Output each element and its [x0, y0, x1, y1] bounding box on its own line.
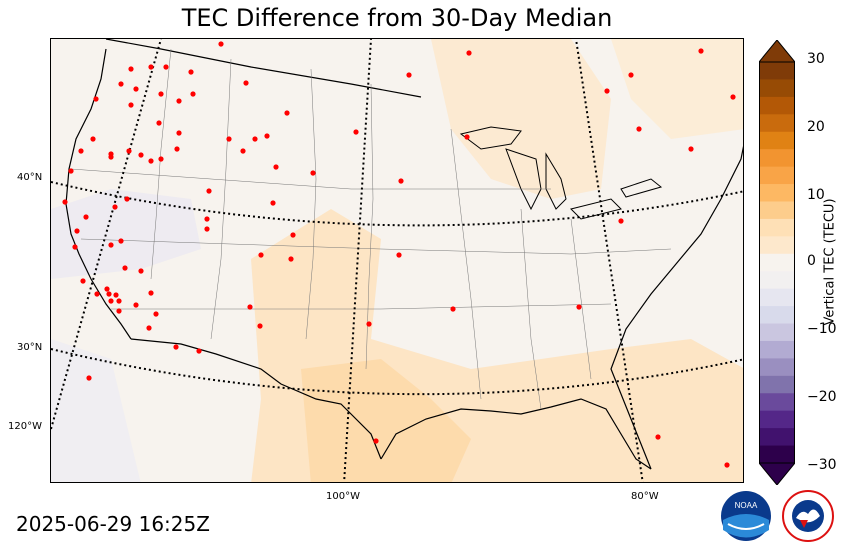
colorbar: [759, 40, 795, 485]
lat-label-40n: 40°N: [17, 172, 43, 183]
colorbar-segment: [759, 218, 795, 237]
us-mexico-border: [130, 338, 382, 460]
colorbar-tick-20: 20: [807, 119, 825, 135]
colorbar-tick-0: 0: [807, 253, 816, 269]
colorbar-min-extend: [759, 462, 795, 485]
nws-logo: [782, 490, 834, 542]
colorbar-segment: [759, 323, 795, 342]
tec-map: [50, 38, 744, 483]
colorbar-tick-neg10: −10: [807, 321, 837, 337]
colorbar-segment: [759, 375, 795, 394]
anomaly-region-northwest: [611, 39, 743, 139]
colorbar-segment: [759, 114, 795, 133]
colorbar-segment: [759, 96, 795, 115]
colorbar-segment: [759, 236, 795, 255]
east-coast: [610, 145, 743, 470]
colorbar-label: Vertical TEC (TECU): [822, 198, 838, 326]
lat-label-30n: 30°N: [17, 342, 43, 353]
lon-label-100w: 100°W: [326, 491, 360, 502]
colorbar-segment: [759, 306, 795, 325]
gulf-coast: [380, 398, 652, 470]
colorbar-segment: [759, 410, 795, 429]
colorbar-segment: [759, 393, 795, 412]
lon-label-80w: 80°W: [631, 491, 659, 502]
colorbar-segment: [759, 131, 795, 150]
colorbar-segment: [759, 166, 795, 185]
map-svg: [51, 39, 743, 482]
anomaly-region-pacific-negative: [51, 339, 141, 482]
colorbar-tick-neg30: −30: [807, 457, 837, 473]
anomaly-region-northeast: [431, 39, 611, 199]
timestamp: 2025-06-29 16:25Z: [16, 512, 210, 536]
colorbar-tick-30: 30: [807, 51, 825, 67]
graticule: [51, 39, 743, 482]
anomaly-region-west-negative: [51, 189, 201, 279]
colorbar-segment: [759, 445, 795, 464]
great-lakes: [459, 126, 663, 220]
colorbar-segment: [759, 79, 795, 98]
colorbar-segment: [759, 358, 795, 377]
colorbar-segment: [759, 149, 795, 168]
colorbar-tick-neg20: −20: [807, 389, 837, 405]
canada-us-border: [105, 39, 422, 98]
colorbar-segment: [759, 288, 795, 307]
colorbar-segment: [759, 62, 795, 80]
noaa-logo: NOAA: [721, 491, 771, 541]
colorbar-segment: [759, 340, 795, 359]
colorbar-segment: [759, 428, 795, 447]
colorbar-border: [759, 61, 795, 464]
colorbar-segment: [759, 184, 795, 202]
chart-title: TEC Difference from 30-Day Median: [181, 4, 613, 32]
us-west-coast: [65, 48, 132, 340]
anomaly-region-texas: [301, 359, 471, 482]
station-markers: [62, 41, 736, 468]
lon-label-120w: 120°W: [8, 421, 42, 432]
colorbar-segment: [759, 253, 795, 272]
noaa-logo-text: NOAA: [735, 501, 758, 510]
colorbar-max-extend: [759, 40, 795, 63]
colorbar-segment: [759, 271, 795, 290]
colorbar-tick-10: 10: [807, 187, 825, 203]
colorbar-segment: [759, 201, 795, 220]
